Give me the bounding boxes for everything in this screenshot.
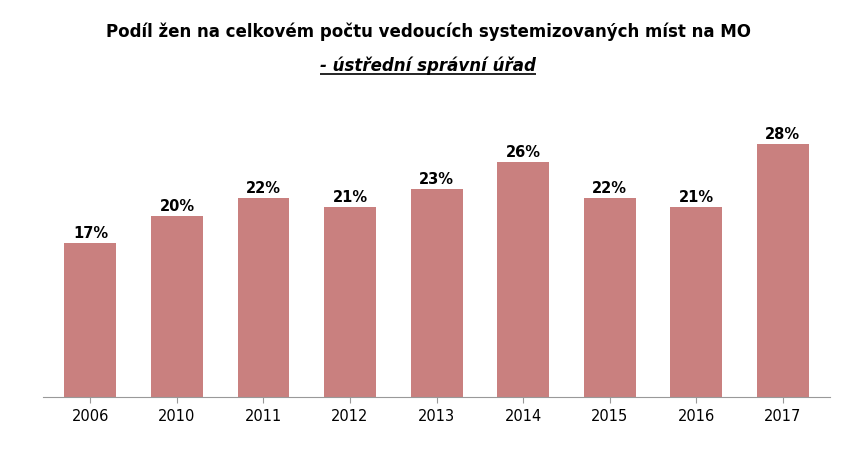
Bar [324, 207, 376, 397]
Text: 23%: 23% [419, 172, 454, 187]
Text: 22%: 22% [246, 181, 281, 196]
Text: 21%: 21% [332, 190, 367, 205]
Bar [64, 244, 116, 397]
Text: 26%: 26% [506, 145, 541, 160]
Text: 28%: 28% [765, 127, 800, 142]
Text: Podíl žen na celkovém počtu vedoucích systemizovaných míst na MO: Podíl žen na celkovém počtu vedoucích sy… [105, 23, 751, 41]
Bar [151, 216, 203, 397]
Text: - ústřední správní úřad: - ústřední správní úřad [320, 56, 536, 75]
Text: 20%: 20% [159, 199, 194, 214]
Text: 21%: 21% [679, 190, 714, 205]
Bar [584, 198, 636, 397]
Bar [237, 198, 289, 397]
Text: 22%: 22% [592, 181, 627, 196]
Bar [670, 207, 722, 397]
Bar [757, 144, 809, 397]
Bar [411, 189, 462, 397]
Bar [497, 162, 549, 397]
Text: 17%: 17% [73, 226, 108, 241]
